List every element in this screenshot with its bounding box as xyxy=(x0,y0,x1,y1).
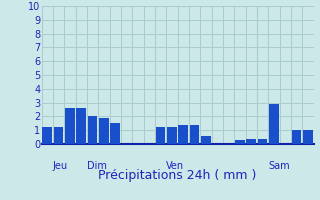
Bar xyxy=(179,125,188,144)
Bar xyxy=(190,125,199,144)
Bar xyxy=(76,108,86,144)
Bar xyxy=(201,136,211,144)
Bar xyxy=(246,139,256,144)
Text: Sam: Sam xyxy=(268,161,290,171)
Bar xyxy=(235,140,245,144)
Bar xyxy=(65,108,75,144)
Bar xyxy=(167,127,177,144)
Text: Dim: Dim xyxy=(87,161,107,171)
Bar xyxy=(269,104,279,144)
Bar xyxy=(99,118,109,144)
Text: Précipitations 24h ( mm ): Précipitations 24h ( mm ) xyxy=(99,169,257,182)
Bar xyxy=(303,130,313,144)
Bar xyxy=(110,123,120,144)
Bar xyxy=(258,139,268,144)
Bar xyxy=(156,127,165,144)
Text: Ven: Ven xyxy=(166,161,184,171)
Bar xyxy=(43,127,52,144)
Bar xyxy=(292,130,301,144)
Text: Jeu: Jeu xyxy=(53,161,68,171)
Bar xyxy=(54,127,63,144)
Bar xyxy=(88,116,97,144)
